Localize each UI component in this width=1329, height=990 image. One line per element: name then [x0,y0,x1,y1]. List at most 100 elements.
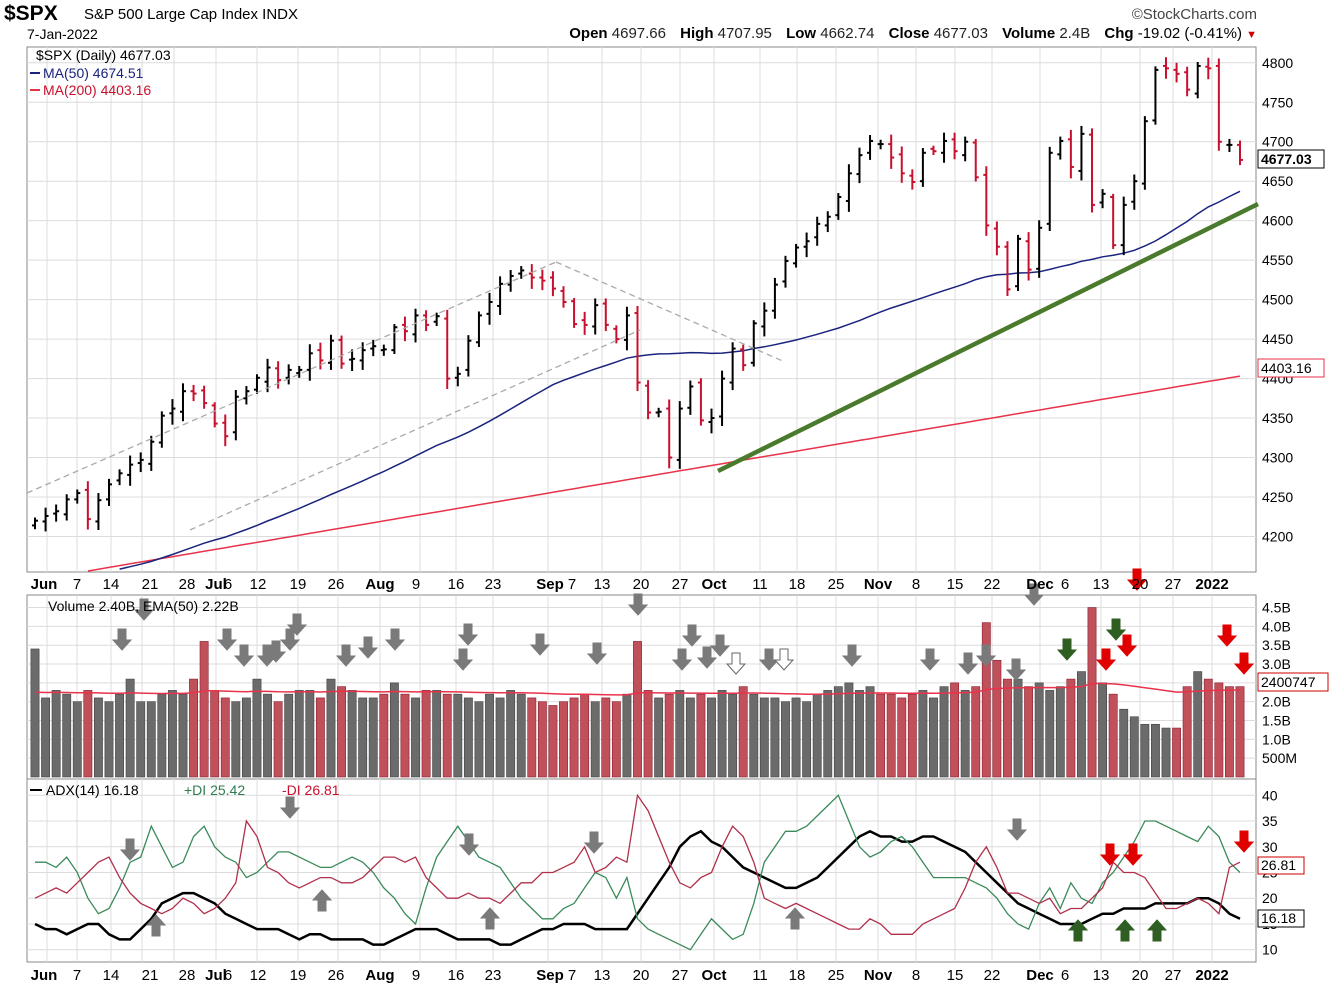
high-label: High [680,25,714,42]
price-tick-label: 4200 [1262,528,1293,544]
price-tick-label: 4800 [1262,55,1293,71]
arrow-down-icon [1233,830,1255,853]
volume-label: Volume [1002,25,1056,42]
ma50-line [119,190,1241,570]
volume-bar [1182,686,1192,778]
volume-tick-label: 3.5B [1262,637,1291,653]
x-tick-label: 22 [984,967,1001,984]
x-tick-label: 19 [290,576,307,593]
volume-bar [601,697,611,778]
x-tick-label: 27 [672,576,689,593]
volume-series [30,607,1245,778]
arrow-down-icon [919,648,941,671]
volume-bar [707,697,716,778]
volume-bar [347,690,357,778]
volume-bar [1066,678,1076,778]
volume-bar [104,701,114,778]
arrow-up-icon [784,907,806,930]
volume-bar [1077,671,1086,778]
lower-channel-line [189,329,641,531]
adx-line [34,829,1241,946]
volume-bar [791,697,801,778]
x-tick-label: 18 [789,967,806,984]
x-tick-label: Aug [365,576,394,593]
arrow-down-icon [111,628,133,651]
price-tick-label: 4250 [1262,489,1293,505]
price-series [26,57,1259,572]
x-tick-label: 8 [912,576,920,593]
x-tick-label: 13 [594,576,611,593]
x-tick-label: 27 [1165,967,1182,984]
adx-tick-label: 10 [1262,942,1278,958]
x-tick-label: 12 [250,576,267,593]
x-tick-label: 16 [448,967,465,984]
volume-bar [696,693,706,778]
x-tick-label: Jul [205,576,227,593]
volume-bar [1055,686,1065,778]
x-tick-label: 11 [752,576,768,593]
volume-bar [844,682,854,778]
legend-price: $SPX (Daily) 4677.03 [36,47,171,63]
volume-bar [421,690,431,778]
legend-ma50: MA(50) 4674.51 [43,65,144,81]
x-tick-label: 13 [594,967,611,984]
price-tick-label: 4600 [1262,213,1293,229]
adx-series [34,793,1241,951]
volume-bar [675,690,685,778]
volume-bar [569,697,579,778]
volume-bar [62,693,72,778]
volume-bar [939,686,949,778]
volume-bar [41,697,50,778]
volume-bar [305,690,315,778]
volume-value: 2.4B [1059,25,1091,42]
index-name: S&P 500 Large Cap Index INDX [84,6,299,23]
volume-bar [749,693,759,778]
x-tick-label: 6 [224,967,232,984]
legend-plus-di: +DI 25.42 [184,782,245,798]
arrow-down-icon [1056,638,1078,661]
volume-bar [220,697,230,778]
ma200-badge: 4403.16 [1261,360,1312,376]
volume-bar [929,697,938,778]
change-value: -19.02 (-0.41%) [1137,25,1242,42]
volume-bar [1108,693,1118,778]
x-tick-label: 20 [1132,576,1149,593]
volume-bar [855,690,864,778]
legend-minus-di: -DI 26.81 [282,782,340,798]
volume-bar [189,678,198,778]
minus-di-badge: 26.81 [1261,857,1296,873]
arrow-down-icon [773,648,795,671]
close-label: Close [888,25,930,42]
upper-channel-line [26,261,557,494]
low-label: Low [786,25,817,42]
volume-bar [495,697,505,778]
arrow-down-icon [975,644,997,667]
volume-bar [633,641,642,778]
volume-bar [1087,607,1097,778]
x-tick-label: 15 [947,576,964,593]
x-tick-label: Dec [1026,576,1054,593]
price-tick-label: 4500 [1262,292,1293,308]
arrow-up-icon [1067,919,1089,942]
volume-bar [770,697,780,778]
volume-bar [643,690,653,778]
volume-bar [506,690,516,778]
price-tick-label: 4700 [1262,134,1293,150]
x-tick-label: Oct [701,967,726,984]
x-tick-label: 21 [142,967,159,984]
x-tick-label: 9 [412,967,420,984]
volume-bar [590,701,600,778]
x-tick-label: 20 [633,967,650,984]
arrow-up-icon [145,914,167,937]
x-tick-label: 12 [250,967,267,984]
arrow-down-icon [1095,648,1117,671]
volume-bar [30,648,40,778]
arrow-down-icon [725,652,747,675]
volume-bar [865,686,875,778]
volume-bar [1003,678,1012,778]
adx-tick-label: 30 [1262,839,1278,855]
volume-tick-label: 1.0B [1262,731,1291,747]
volume-ema-line [34,682,1241,696]
price-tick-label: 4550 [1262,252,1293,268]
